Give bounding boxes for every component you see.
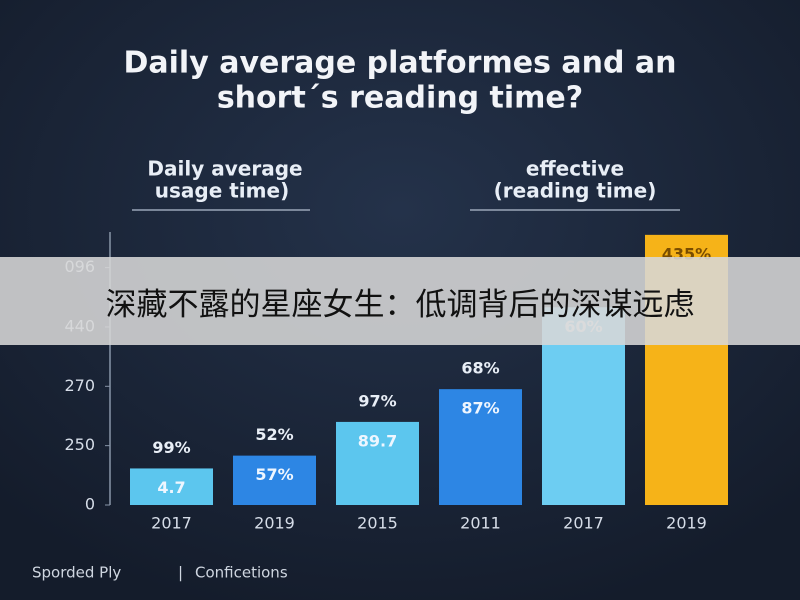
footer-separator: | [178, 564, 183, 582]
bar-label: 68% [461, 359, 499, 378]
bar-label: 4.7 [157, 478, 185, 497]
header: (reading time) [494, 179, 657, 203]
bar-label: 87% [461, 399, 499, 418]
bar-label: 57% [255, 465, 293, 484]
bar [439, 389, 522, 505]
chart-title: Daily average platformes and an [124, 46, 677, 81]
y-tick-label: 250 [64, 435, 95, 454]
bar [336, 421, 419, 505]
footer: Conficetions [195, 564, 288, 582]
bar-label: 52% [255, 425, 293, 444]
bar-label: 89.7 [358, 431, 397, 450]
bar [130, 468, 213, 505]
x-tick-label: 2011 [460, 514, 501, 533]
x-tick-label: 2017 [151, 514, 192, 533]
x-tick-label: 2017 [563, 514, 604, 533]
header: effective [526, 157, 624, 181]
bar-label: 97% [358, 391, 396, 410]
header: Daily average [147, 157, 302, 181]
y-tick-label: 270 [64, 376, 95, 395]
x-tick-label: 2019 [666, 514, 707, 533]
x-tick-label: 2019 [254, 514, 295, 533]
footer: Sporded Ply [32, 564, 121, 582]
bar-label: 99% [152, 438, 190, 457]
x-tick-label: 2015 [357, 514, 398, 533]
banner: 深藏不露的星座女生：低调背后的深谋远虑 [0, 257, 800, 345]
y-tick-label: 0 [85, 495, 95, 514]
chart-title: short´s reading time? [217, 81, 583, 116]
header: usage time) [155, 179, 289, 203]
bar [233, 455, 316, 505]
